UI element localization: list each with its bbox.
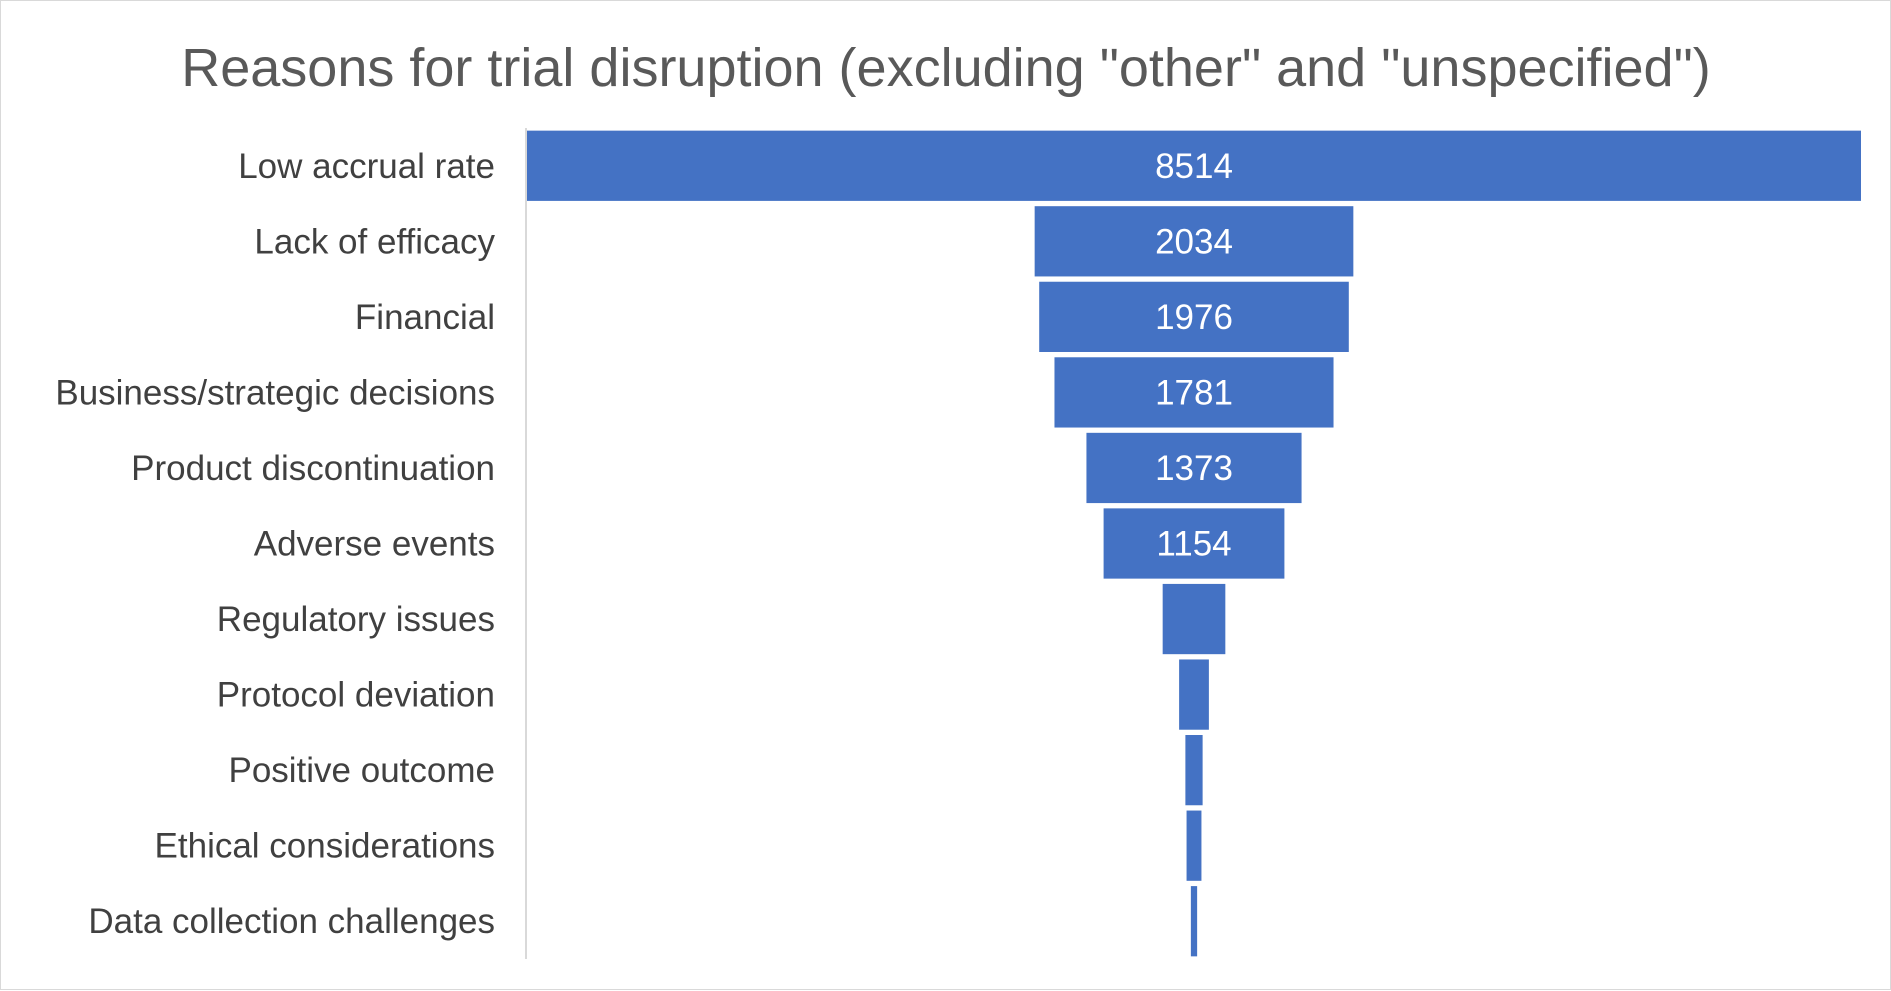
chart-title: Reasons for trial disruption (excluding … bbox=[181, 38, 1710, 98]
category-label-6: Regulatory issues bbox=[217, 600, 495, 639]
bar-4 bbox=[1086, 432, 1302, 504]
category-label-7: Protocol deviation bbox=[217, 676, 495, 715]
bar-3 bbox=[1054, 357, 1334, 428]
bar-1 bbox=[1034, 206, 1354, 277]
bar-7 bbox=[1179, 659, 1209, 730]
data-label-4: 1373 bbox=[1155, 449, 1233, 488]
category-label-10: Data collection challenges bbox=[88, 902, 495, 941]
bar-6 bbox=[1162, 583, 1226, 655]
bar-8 bbox=[1185, 735, 1203, 806]
data-label-5: 1154 bbox=[1156, 525, 1231, 564]
category-label-5: Adverse events bbox=[254, 525, 495, 564]
bars-layer bbox=[527, 130, 1861, 957]
category-label-2: Financial bbox=[355, 298, 495, 337]
category-label-3: Business/strategic decisions bbox=[55, 373, 495, 412]
data-label-3: 1781 bbox=[1155, 373, 1233, 412]
bar-5 bbox=[1103, 508, 1285, 579]
bar-0 bbox=[527, 130, 1861, 201]
category-label-1: Lack of efficacy bbox=[254, 222, 495, 261]
data-label-2: 1976 bbox=[1155, 298, 1233, 337]
category-label-8: Positive outcome bbox=[228, 751, 495, 790]
category-label-0: Low accrual rate bbox=[238, 147, 495, 186]
data-label-1: 2034 bbox=[1155, 222, 1233, 261]
category-label-9: Ethical considerations bbox=[155, 827, 495, 866]
data-labels-layer: 8514 2034 1976 1781 1373 1154 bbox=[1155, 147, 1233, 564]
category-label-4: Product discontinuation bbox=[131, 449, 495, 488]
bar-9 bbox=[1186, 810, 1202, 881]
bar-2 bbox=[1039, 281, 1349, 352]
data-label-0: 8514 bbox=[1155, 147, 1233, 186]
bar-10 bbox=[1190, 886, 1198, 957]
category-labels-layer: Low accrual rate Lack of efficacy Financia… bbox=[55, 147, 495, 941]
